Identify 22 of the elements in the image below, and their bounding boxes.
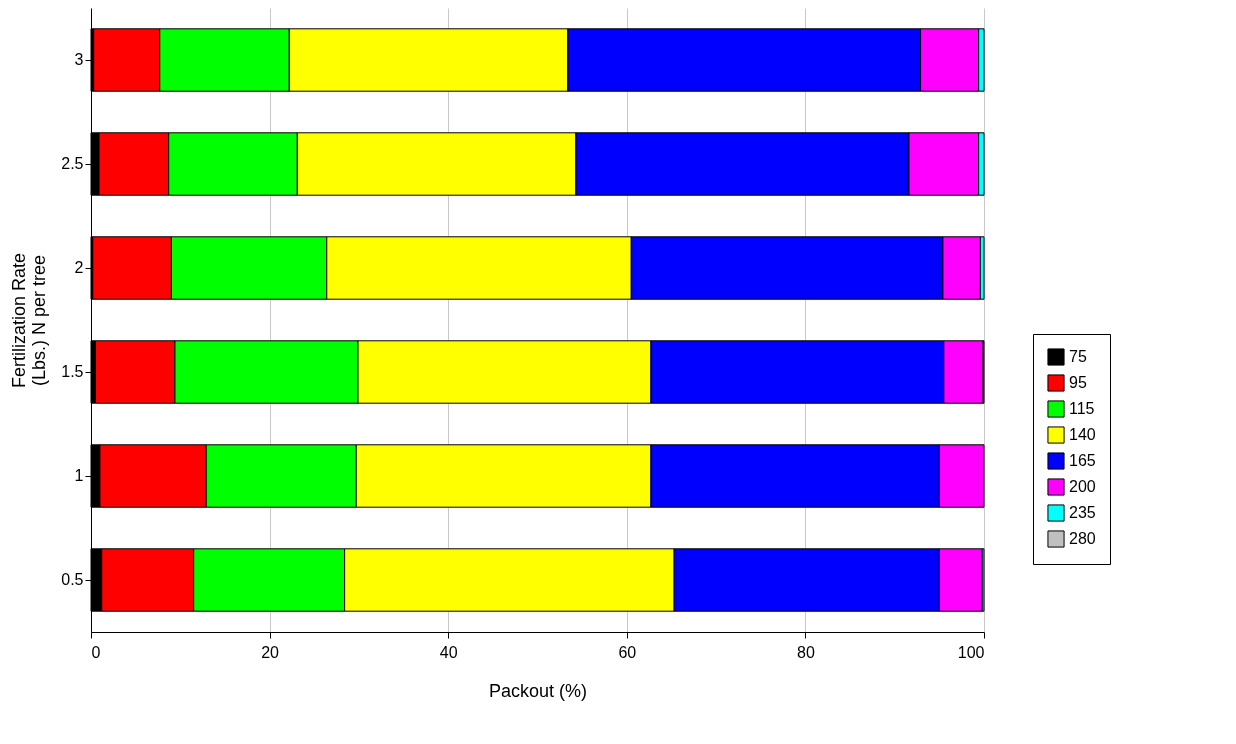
legend-label: 140 [1069,426,1096,443]
legend-label: 95 [1069,374,1087,391]
legend-label: 115 [1069,400,1095,417]
x-tick-label: 20 [261,643,280,661]
x-tick-label: 40 [439,643,458,661]
y-tick-label: 3 [74,51,84,68]
x-tick-label: 80 [797,643,815,661]
legend-label: 75 [1069,348,1087,365]
y-tick-label: 2 [74,259,84,276]
y-axis-title: Fertilization Rate (Lbs.) N per tree [9,252,50,389]
y-tick-label: 1 [74,467,84,484]
x-tick-label: 60 [618,643,637,661]
y-tick-label: 0.5 [61,571,84,588]
x-axis-title: Packout (%) [488,680,588,701]
legend-label: 165 [1069,452,1096,469]
legend-label: 200 [1069,478,1096,495]
legend-label: 235 [1069,504,1096,521]
legend-label: 280 [1069,530,1096,547]
y-tick-label: 1.5 [61,363,84,380]
y-tick-label: 2.5 [61,155,84,172]
x-tick-label: 100 [957,643,985,661]
x-tick-label: 0 [91,643,101,661]
